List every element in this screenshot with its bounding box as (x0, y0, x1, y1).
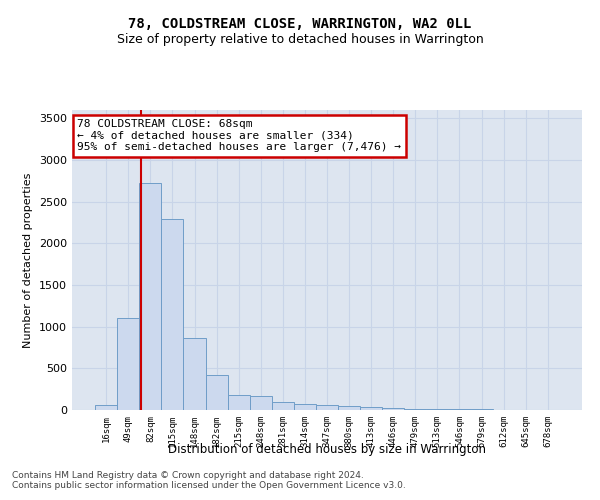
Bar (184, 338, 206, 410)
Bar (294, 404, 316, 410)
Bar (161, 219, 184, 410)
Bar (227, 396, 250, 410)
Text: Contains public sector information licensed under the Open Government Licence v3: Contains public sector information licen… (12, 480, 406, 490)
Bar (206, 375, 227, 410)
Bar (117, 318, 139, 410)
Bar (404, 408, 427, 410)
Bar (382, 408, 404, 410)
Text: Size of property relative to detached houses in Warrington: Size of property relative to detached ho… (116, 32, 484, 46)
Bar (360, 407, 382, 410)
Text: Distribution of detached houses by size in Warrington: Distribution of detached houses by size … (168, 442, 486, 456)
Text: 78, COLDSTREAM CLOSE, WARRINGTON, WA2 0LL: 78, COLDSTREAM CLOSE, WARRINGTON, WA2 0L… (128, 18, 472, 32)
Bar (139, 182, 161, 410)
Bar (272, 402, 294, 410)
Bar (427, 409, 448, 410)
Text: 78 COLDSTREAM CLOSE: 68sqm
← 4% of detached houses are smaller (334)
95% of semi: 78 COLDSTREAM CLOSE: 68sqm ← 4% of detac… (77, 119, 401, 152)
Bar (250, 396, 272, 410)
Bar (316, 406, 338, 410)
Text: Contains HM Land Registry data © Crown copyright and database right 2024.: Contains HM Land Registry data © Crown c… (12, 470, 364, 480)
Bar (448, 409, 470, 410)
Y-axis label: Number of detached properties: Number of detached properties (23, 172, 34, 348)
Bar (95, 406, 117, 410)
Bar (338, 406, 360, 410)
